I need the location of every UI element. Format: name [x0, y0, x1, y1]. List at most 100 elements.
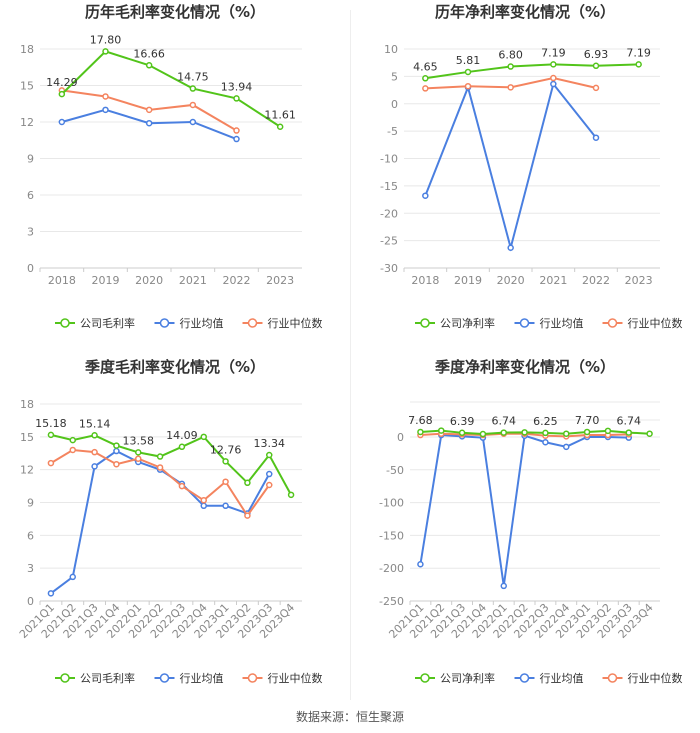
data-point-company[interactable] [521, 429, 528, 436]
data-point-industry_avg[interactable] [91, 463, 98, 470]
data-point-company[interactable] [563, 430, 570, 437]
data-point-company[interactable] [592, 62, 600, 70]
data-point-industry_avg[interactable] [102, 106, 109, 114]
x-tick-label: 2021 [179, 274, 207, 287]
data-point-industry_median[interactable] [113, 460, 120, 468]
data-point-company[interactable] [507, 63, 514, 70]
data-point-industry_median[interactable] [200, 497, 207, 504]
data-point-company[interactable] [604, 427, 612, 435]
data-point-company[interactable] [646, 430, 653, 437]
data-point-company[interactable] [542, 429, 549, 437]
data-point-industry_avg[interactable] [233, 135, 240, 143]
data-point-industry_avg[interactable] [47, 590, 55, 597]
data-point-industry_median[interactable] [464, 82, 472, 90]
chart-title: 季度净利率变化情况（%） [435, 358, 615, 376]
legend-item-industry_avg[interactable]: 行业均值 [514, 317, 584, 330]
legend-item-company[interactable]: 公司毛利率 [55, 671, 135, 685]
data-point-company[interactable] [244, 479, 251, 487]
data-point-industry_median[interactable] [592, 84, 600, 92]
data-point-industry_median[interactable] [222, 478, 229, 485]
data-point-company[interactable] [135, 449, 142, 456]
data-point-company[interactable] [222, 458, 229, 465]
data-point-industry_avg[interactable] [507, 244, 514, 251]
legend-item-industry_median[interactable]: 行业中位数 [602, 671, 683, 685]
data-point-industry_median[interactable] [507, 84, 514, 91]
data-point-industry_median[interactable] [156, 464, 164, 471]
legend-label: 行业均值 [180, 672, 224, 685]
legend-item-company[interactable]: 公司净利率 [415, 671, 495, 685]
data-point-company[interactable] [178, 443, 186, 451]
legend-item-industry_avg[interactable]: 行业均值 [154, 317, 224, 330]
data-point-industry_median[interactable] [266, 481, 273, 489]
legend-item-industry_avg[interactable]: 行业均值 [154, 672, 224, 685]
data-point-company[interactable] [550, 61, 557, 68]
data-point-company[interactable] [233, 95, 240, 102]
data-point-industry_avg[interactable] [417, 561, 424, 568]
data-point-company[interactable] [156, 453, 164, 460]
legend-label: 行业中位数 [268, 316, 323, 330]
data-label: 6.93 [584, 48, 609, 61]
legend-marker-icon [159, 673, 170, 683]
data-point-industry_avg[interactable] [500, 582, 507, 590]
data-point-industry_avg[interactable] [189, 118, 197, 126]
data-point-industry_avg[interactable] [69, 573, 76, 581]
chart-panel-4: 季度净利率变化情况（%）-250-200-150-100-5002021Q120… [379, 358, 682, 685]
data-point-company[interactable] [113, 442, 120, 449]
data-point-industry_avg[interactable] [200, 502, 207, 510]
data-point-industry_avg[interactable] [542, 438, 549, 446]
data-point-company[interactable] [635, 61, 642, 68]
data-point-company[interactable] [500, 429, 507, 436]
data-point-industry_median[interactable] [69, 446, 76, 454]
data-point-industry_median[interactable] [422, 85, 429, 92]
data-point-industry_avg[interactable] [222, 502, 229, 510]
legend-item-company[interactable]: 公司毛利率 [55, 316, 135, 330]
data-label: 4.65 [413, 60, 438, 73]
data-point-company[interactable] [102, 48, 109, 55]
data-point-company[interactable] [47, 431, 55, 439]
data-point-industry_avg[interactable] [58, 118, 66, 126]
data-point-industry_median[interactable] [47, 459, 55, 467]
data-point-industry_avg[interactable] [266, 470, 273, 478]
data-point-company[interactable] [422, 75, 429, 82]
data-point-industry_median[interactable] [550, 74, 557, 82]
legend-item-industry_avg[interactable]: 行业均值 [514, 672, 584, 685]
data-point-company[interactable] [625, 429, 632, 436]
data-label: 13.58 [123, 434, 155, 447]
data-point-industry_median[interactable] [102, 93, 109, 100]
data-point-company[interactable] [583, 428, 591, 436]
data-point-industry_avg[interactable] [550, 80, 557, 88]
legend-item-industry_median[interactable]: 行业中位数 [242, 316, 323, 330]
legend-label: 公司净利率 [440, 671, 495, 685]
data-point-company[interactable] [58, 90, 66, 98]
data-point-industry_median[interactable] [244, 512, 251, 519]
data-point-industry_median[interactable] [91, 448, 98, 456]
legend-item-industry_median[interactable]: 行业中位数 [602, 316, 683, 330]
data-point-company[interactable] [464, 68, 472, 76]
data-point-industry_avg[interactable] [563, 443, 570, 451]
data-point-industry_avg[interactable] [422, 192, 429, 199]
data-point-industry_avg[interactable] [592, 134, 600, 141]
data-point-company[interactable] [200, 433, 207, 441]
data-point-company[interactable] [276, 123, 284, 130]
data-point-industry_median[interactable] [145, 106, 153, 114]
data-point-company[interactable] [438, 427, 445, 434]
legend-item-industry_median[interactable]: 行业中位数 [242, 671, 323, 685]
data-point-company[interactable] [91, 432, 98, 439]
y-tick-label: -10 [380, 153, 398, 166]
data-point-company[interactable] [145, 62, 153, 69]
data-point-industry_avg[interactable] [113, 447, 120, 455]
data-point-company[interactable] [69, 436, 76, 444]
data-point-industry_median[interactable] [178, 482, 186, 490]
data-point-company[interactable] [458, 429, 466, 437]
data-point-industry_median[interactable] [233, 127, 240, 134]
data-point-company[interactable] [479, 430, 487, 438]
data-point-industry_median[interactable] [189, 101, 197, 109]
data-point-company[interactable] [287, 491, 295, 499]
data-point-industry_avg[interactable] [145, 119, 153, 127]
data-point-company[interactable] [266, 451, 273, 459]
data-point-company[interactable] [189, 85, 197, 92]
data-point-company[interactable] [417, 428, 424, 436]
x-tick-label: 2022 [223, 274, 251, 287]
legend-item-company[interactable]: 公司净利率 [415, 316, 495, 330]
data-point-industry_median[interactable] [135, 455, 142, 462]
